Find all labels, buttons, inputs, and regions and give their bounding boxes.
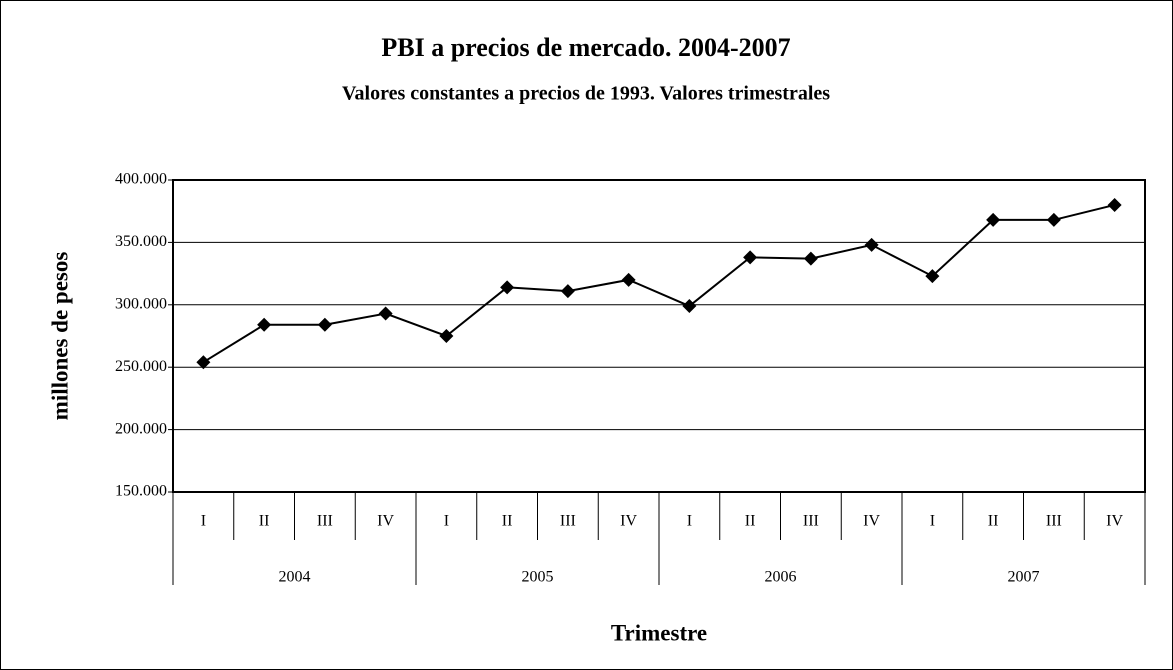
year-label: 2006 [765, 569, 797, 586]
x-tick-label: I [444, 513, 449, 530]
x-tick-label: I [687, 513, 692, 530]
x-tick-label: IV [863, 513, 880, 530]
data-marker [1107, 197, 1122, 212]
y-tick-label: 400.000 [115, 171, 167, 188]
y-tick-label: 300.000 [115, 295, 167, 312]
x-tick-label: III [560, 513, 576, 530]
data-marker [986, 212, 1001, 227]
x-tick-label: II [259, 513, 270, 530]
y-tick-label: 350.000 [115, 233, 167, 250]
x-tick-label: I [930, 513, 935, 530]
x-tick-label: I [201, 513, 206, 530]
data-marker [1046, 212, 1061, 227]
data-marker [317, 317, 332, 332]
data-marker [196, 355, 211, 370]
x-axis-title: Trimestre [611, 620, 707, 645]
data-marker [803, 251, 818, 266]
y-tick-label: 200.000 [115, 420, 167, 437]
chart-subtitle: Valores constantes a precios de 1993. Va… [342, 83, 830, 105]
data-marker [925, 269, 940, 284]
x-tick-label: III [317, 513, 333, 530]
x-tick-label: III [803, 513, 819, 530]
year-label: 2004 [279, 569, 311, 586]
x-tick-label: IV [377, 513, 394, 530]
x-tick-label: IV [620, 513, 637, 530]
data-line [202, 203, 1115, 364]
y-tick-label: 250.000 [115, 358, 167, 375]
year-label: 2005 [522, 569, 554, 586]
x-tick-label: IV [1106, 513, 1123, 530]
data-marker [864, 237, 879, 252]
chart-title: PBI a precios de mercado. 2004-2007 [381, 33, 790, 62]
data-marker [378, 306, 393, 321]
y-tick-label: 150.000 [115, 483, 167, 500]
data-marker [500, 280, 515, 295]
data-marker [743, 250, 758, 265]
x-tick-label: II [502, 513, 513, 530]
data-marker [560, 284, 575, 299]
year-label: 2007 [1008, 569, 1040, 586]
y-axis-title: millones de pesos [47, 252, 72, 421]
x-tick-label: III [1046, 513, 1062, 530]
data-marker [257, 317, 272, 332]
data-marker [439, 329, 454, 343]
data-marker [682, 299, 697, 314]
data-marker [621, 272, 636, 287]
x-tick-label: II [988, 513, 999, 530]
x-tick-label: II [745, 513, 756, 530]
